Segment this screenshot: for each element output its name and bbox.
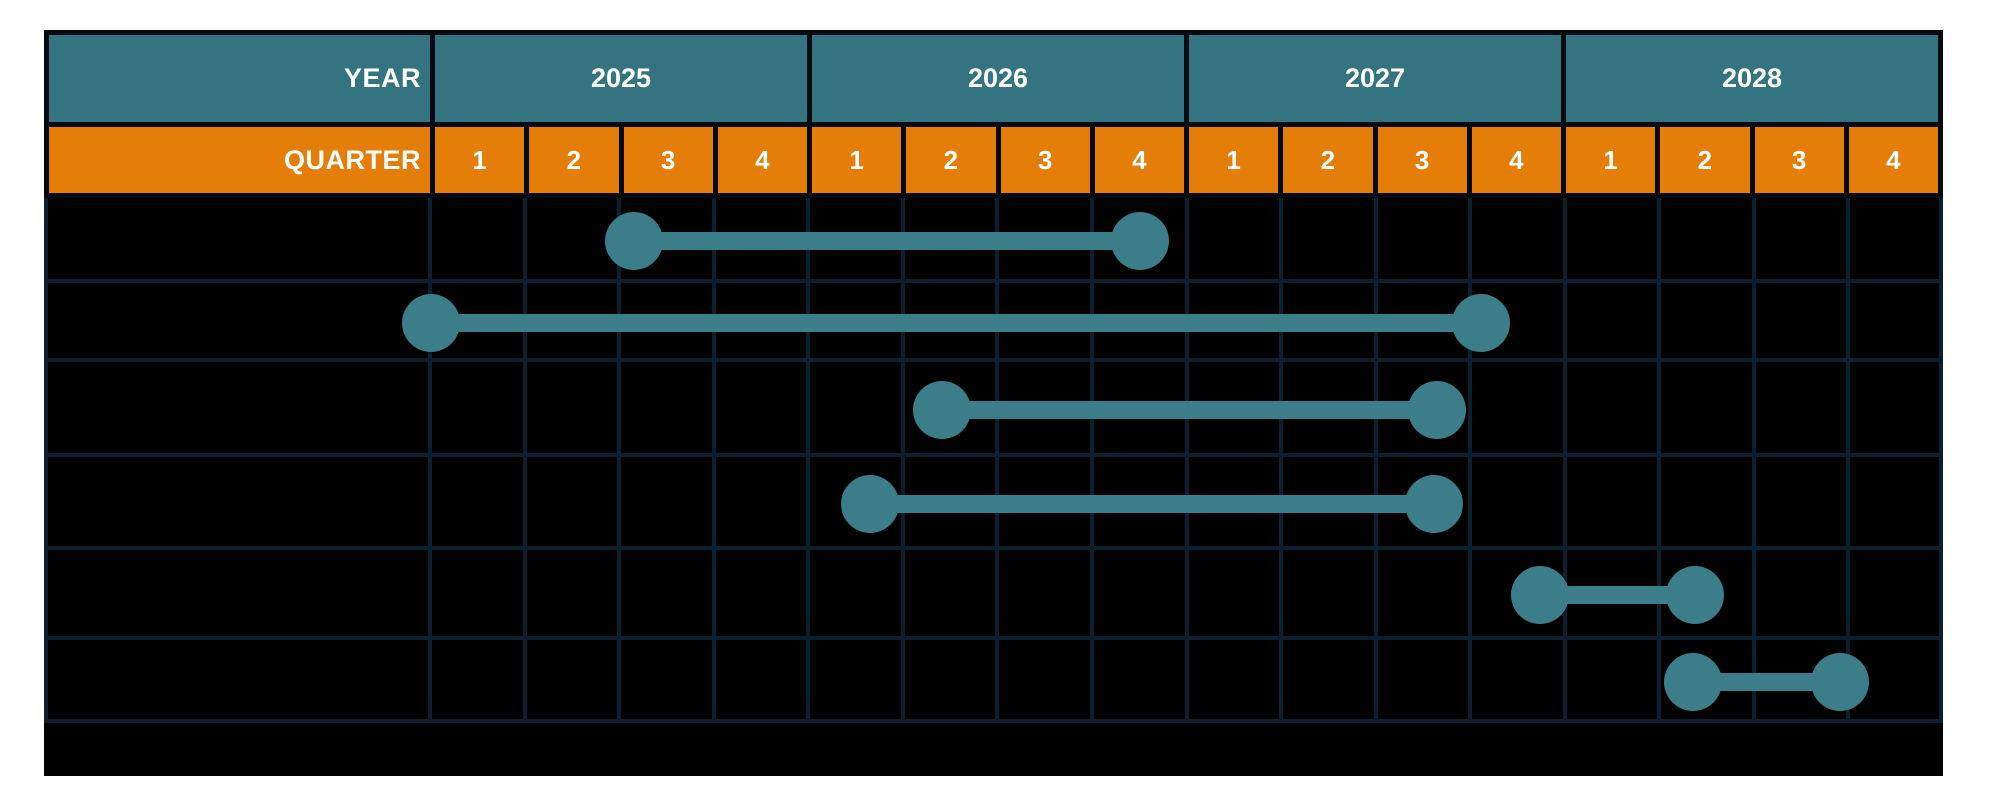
year-header-row: YEAR 2025 2026 2027 2028 <box>44 30 1943 127</box>
gantt-bar-row6-start-circle <box>1664 652 1723 711</box>
task-row-1 <box>44 198 1943 283</box>
task-row-2 <box>44 283 1943 362</box>
grid-line-vertical <box>995 198 1000 723</box>
grid-line-vertical <box>1373 198 1378 723</box>
gantt-bar-row6-connector <box>1693 672 1840 691</box>
gantt-bar-row4-end-circle <box>1405 474 1464 533</box>
gantt-bar-row2-connector <box>430 313 1481 332</box>
gantt-bar-row1-start-circle <box>605 211 664 270</box>
grid-line-vertical <box>617 198 622 723</box>
gantt-bar-row2-end-circle <box>1451 293 1510 352</box>
grid-line-vertical <box>44 198 48 723</box>
gantt-bar-row1-end-circle <box>1111 211 1170 270</box>
grid-line-vertical <box>806 198 811 723</box>
gantt-bar-row2-start-circle <box>401 293 460 352</box>
task-row-3 <box>44 362 1943 457</box>
quarter-header-2027-q3: 3 <box>1378 127 1472 193</box>
quarter-header-2028-q3: 3 <box>1755 127 1849 193</box>
task-row-6 <box>44 640 1943 723</box>
grid-line-vertical <box>1657 198 1662 723</box>
grid-line-vertical <box>1468 198 1473 723</box>
gantt-bar-row6-end-circle <box>1810 652 1869 711</box>
quarter-header-2025-q2: 2 <box>529 127 624 193</box>
gantt-bar-row3-start-circle <box>912 380 971 439</box>
quarter-header-2026-q2: 2 <box>906 127 1001 193</box>
gantt-bar-row1-connector <box>634 231 1141 250</box>
year-header-label: YEAR <box>49 35 435 122</box>
grid-line-vertical <box>1751 198 1756 723</box>
grid-line-vertical <box>522 198 527 723</box>
quarter-header-2026-q1: 1 <box>812 127 907 193</box>
grid-line-vertical <box>1939 198 1943 723</box>
quarter-header-2028-q4: 4 <box>1886 144 1901 175</box>
quarter-header-2025-q4: 4 <box>718 127 812 193</box>
gantt-bar-row5-start-circle <box>1511 566 1570 624</box>
year-header-2025: 2025 <box>435 35 812 122</box>
quarter-header-2025-q3: 3 <box>624 127 718 193</box>
quarter-header-2027-q2: 2 <box>1283 127 1378 193</box>
grid-line-vertical <box>428 198 432 723</box>
quarter-header-2028-q1: 1 <box>1566 127 1661 193</box>
quarter-header-2028-q2: 2 <box>1660 127 1755 193</box>
quarter-header-2026-q4: 4 <box>1095 127 1189 193</box>
task-row-5 <box>44 550 1943 640</box>
footer-row <box>44 723 1943 776</box>
gantt-bar-row3-end-circle <box>1408 380 1467 439</box>
task-row-4 <box>44 457 1943 550</box>
grid-line-vertical <box>711 198 716 723</box>
gantt-bar-row3-connector <box>941 400 1438 419</box>
year-header-2026: 2026 <box>812 35 1189 122</box>
grid-line-vertical <box>1279 198 1284 723</box>
quarter-header-2027-q4: 4 <box>1472 127 1566 193</box>
quarter-header-label: QUARTER <box>49 127 435 193</box>
gantt-bar-row5-end-circle <box>1666 566 1725 624</box>
grid-line-vertical <box>1562 198 1567 723</box>
gantt-body <box>44 198 1943 723</box>
year-header-2027: 2027 <box>1189 35 1566 122</box>
gantt-bar-row4-start-circle <box>840 474 899 533</box>
quarter-header-2027-q1: 1 <box>1189 127 1284 193</box>
quarter-header-2026-q3: 3 <box>1001 127 1095 193</box>
grid-line-vertical <box>1184 198 1189 723</box>
grid-line-vertical <box>900 198 905 723</box>
year-header-2028: 2028 <box>1721 63 1783 93</box>
grid-line-vertical <box>1846 198 1851 723</box>
grid-line-vertical <box>1089 198 1094 723</box>
gantt-bar-row4-connector <box>869 494 1435 513</box>
gantt-bar-row5-connector <box>1540 586 1696 604</box>
quarter-header-2025-q1: 1 <box>435 127 530 193</box>
